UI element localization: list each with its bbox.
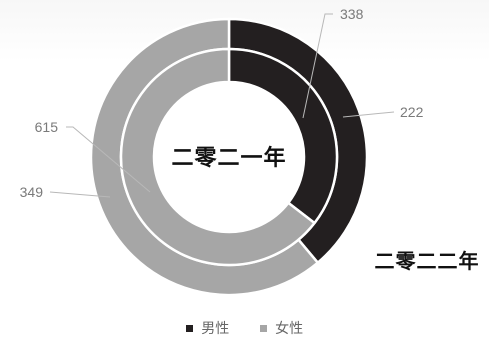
data-label-inner-male: 338	[340, 6, 364, 22]
donut-rings	[89, 17, 369, 297]
leader-line-inner-male	[302, 13, 333, 119]
legend-item-male: 男性	[185, 318, 230, 338]
outer-ring-label: 二零二二年	[375, 249, 480, 273]
legend-item-female: 女性	[259, 318, 304, 338]
data-labels: 338 615 222 349	[20, 6, 424, 200]
data-label-outer-male: 222	[400, 104, 424, 120]
legend-label-female: 女性	[275, 321, 304, 337]
leader-line-outer-female	[49, 191, 111, 198]
center-label: 二零二一年	[171, 145, 286, 171]
data-label-outer-female: 349	[20, 184, 44, 200]
legend-swatch-female	[259, 324, 267, 332]
legend-swatch-male	[185, 324, 193, 332]
leader-line-outer-male	[342, 111, 395, 118]
leader-line-inner-female	[66, 126, 151, 193]
legend-label-male: 男性	[201, 321, 230, 337]
legend: 男性 女性	[0, 318, 489, 338]
slice-inner-female	[119, 47, 316, 267]
data-label-inner-female: 615	[35, 119, 59, 135]
